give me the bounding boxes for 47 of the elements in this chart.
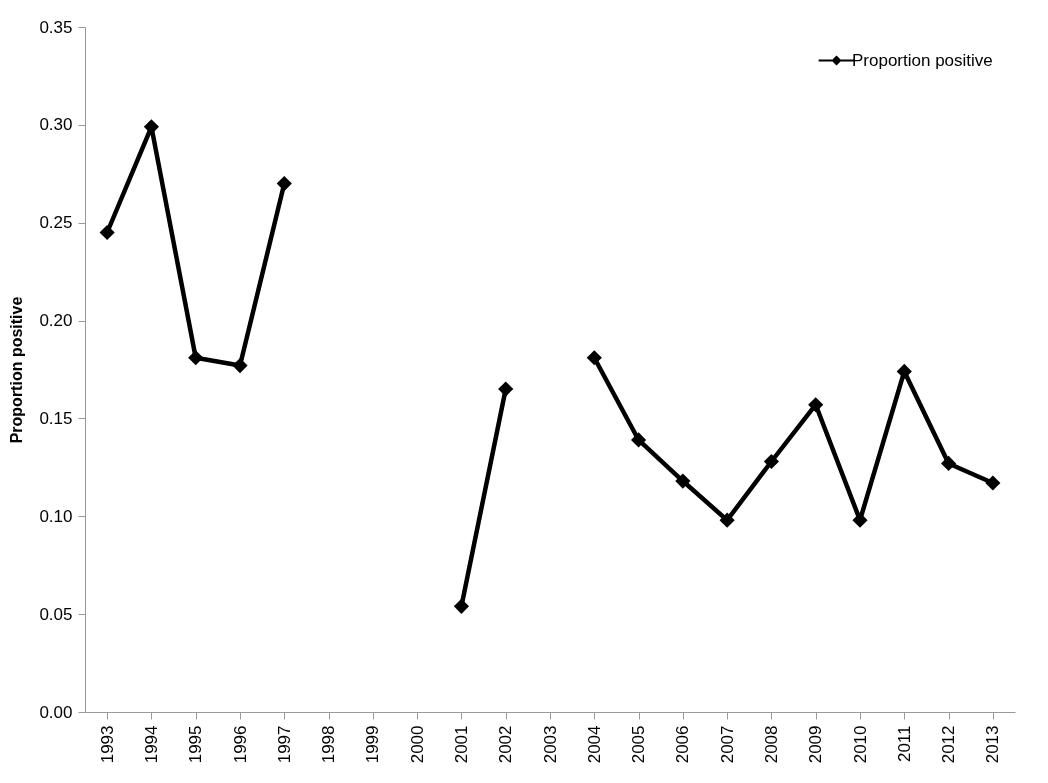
x-tick-label: 2009: [806, 725, 826, 764]
x-tick-label: 2013: [983, 725, 1003, 764]
point: [675, 473, 691, 489]
point: [99, 224, 115, 241]
x-tick-label: 1994: [141, 725, 161, 764]
x-tick-label: 2010: [850, 725, 870, 764]
point: [852, 512, 868, 528]
y-tick-label: 0.20: [39, 311, 73, 331]
x-tick-label: 2006: [673, 725, 693, 764]
x-tick-label: 1999: [363, 725, 383, 764]
y-tick-label: 0.15: [39, 408, 73, 428]
x-tick-label: 1995: [186, 725, 206, 764]
y-tick-label: 0.00: [39, 702, 73, 722]
x-tick-label: 2005: [629, 725, 649, 764]
point: [453, 598, 470, 614]
x-tick-label: 2003: [540, 725, 560, 764]
point: [630, 432, 647, 448]
x-tick-label: 2007: [717, 725, 737, 764]
y-tick-label: 0.35: [39, 17, 73, 37]
x-tick-label: 2011: [894, 725, 914, 763]
x-tick-label: 2008: [761, 725, 781, 764]
x-tick-label: 1993: [97, 725, 117, 764]
x-tick-label: 1996: [230, 725, 250, 764]
y-axis-title: Proportion positive: [8, 296, 26, 444]
point: [940, 455, 957, 472]
y-tick-label: 0.30: [39, 115, 73, 135]
point: [719, 512, 735, 528]
point: [276, 175, 292, 192]
point: [188, 350, 204, 366]
x-tick-label: 2004: [584, 725, 604, 764]
y-tick-label: 0.10: [39, 506, 73, 526]
legend-label: Proportion positive: [852, 50, 993, 70]
x-tick-label: 1998: [319, 725, 339, 764]
x-tick-label: 2002: [496, 725, 516, 764]
y-tick-label: 0.25: [39, 213, 73, 233]
x-tick-label: 1997: [274, 725, 294, 764]
point: [808, 397, 824, 413]
y-tick-label: 0.05: [39, 604, 73, 624]
x-tick-label: 2000: [407, 725, 427, 764]
point: [985, 475, 1001, 491]
point: [763, 453, 780, 470]
point: [896, 363, 912, 380]
point: [232, 358, 248, 374]
x-tick-label: 2012: [939, 725, 959, 764]
x-tick-label: 2001: [451, 725, 471, 764]
point: [498, 381, 514, 397]
point: [586, 350, 602, 366]
